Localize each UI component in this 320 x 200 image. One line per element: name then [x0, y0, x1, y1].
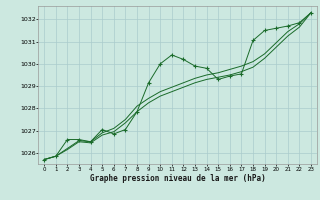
X-axis label: Graphe pression niveau de la mer (hPa): Graphe pression niveau de la mer (hPa) [90, 174, 266, 183]
